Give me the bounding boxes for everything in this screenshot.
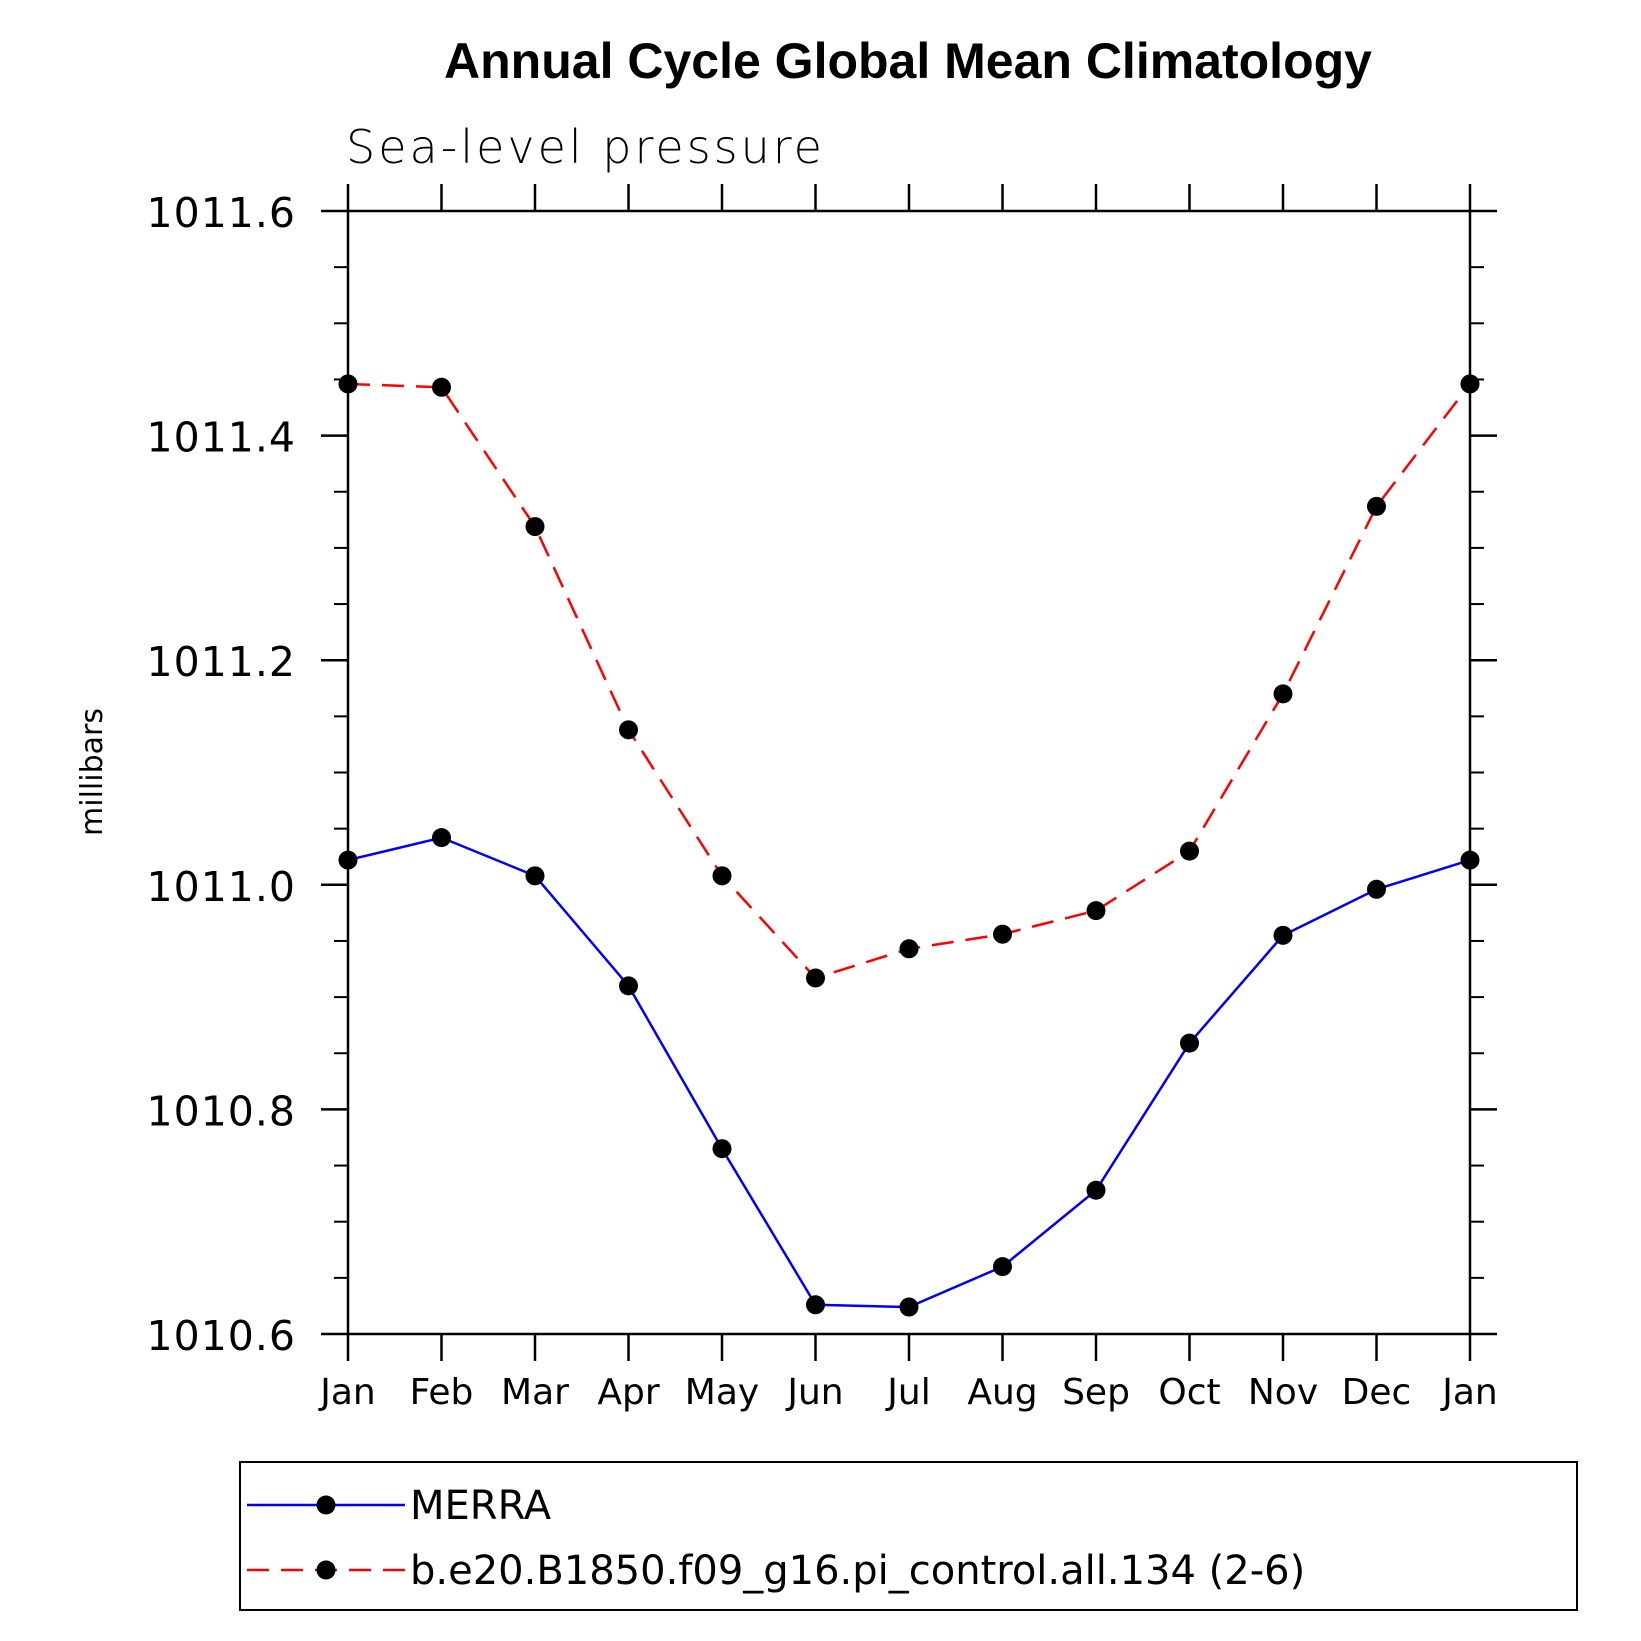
series-2-point bbox=[993, 924, 1012, 944]
series-1-point bbox=[1273, 925, 1293, 945]
series-1-point bbox=[899, 1297, 919, 1317]
chart-subtitle: Sea-level pressure bbox=[346, 120, 825, 174]
x-tick-label: Jan bbox=[318, 1372, 376, 1413]
x-tick-label: Aug bbox=[967, 1372, 1037, 1413]
series-2-point bbox=[525, 517, 545, 537]
series-1-point bbox=[1367, 879, 1386, 899]
y-tick-label: 1010.8 bbox=[147, 1087, 296, 1135]
series-2-point bbox=[1460, 374, 1480, 394]
x-tick-label: Jun bbox=[785, 1372, 843, 1413]
series-1-point bbox=[432, 828, 451, 848]
y-tick-label: 1011.0 bbox=[147, 863, 296, 911]
x-tick-label: Apr bbox=[597, 1372, 659, 1413]
legend-label-2: b.e20.B1850.f09_g16.pi_control.all.134 (… bbox=[410, 1548, 1305, 1594]
y-tick-label: 1011.2 bbox=[147, 638, 296, 686]
series-2-point bbox=[432, 377, 451, 397]
plot-area: Jan Feb Mar Apr May Jun Jul Aug Sep Oct Nov Dec Jan 1… bbox=[147, 184, 1498, 1413]
x-tick-label: Jan bbox=[1440, 1372, 1498, 1413]
series-1-point bbox=[525, 866, 545, 886]
series-1-point bbox=[619, 976, 638, 996]
x-tick-label: Feb bbox=[410, 1372, 474, 1413]
series-1-point bbox=[806, 1295, 825, 1315]
x-tick-label: Nov bbox=[1248, 1372, 1318, 1413]
x-tick-label: Mar bbox=[501, 1372, 569, 1413]
series-1-point bbox=[1086, 1180, 1106, 1200]
x-tick-label: May bbox=[685, 1372, 759, 1413]
series-2-point bbox=[1273, 684, 1293, 704]
series-2-point bbox=[806, 968, 825, 988]
x-tick-label: Jul bbox=[885, 1372, 930, 1413]
series-line-2 bbox=[347, 382, 1471, 980]
y-tick-label: 1011.6 bbox=[147, 189, 296, 237]
y-tick-label: 1011.4 bbox=[147, 414, 296, 462]
x-tick-label: Dec bbox=[1342, 1372, 1412, 1413]
legend-box bbox=[239, 1461, 1578, 1611]
series-2-point bbox=[1367, 496, 1386, 516]
series-2-point bbox=[1180, 841, 1199, 861]
legend: MERRA b.e20.B1850.f09_g16.pi_control.all.… bbox=[239, 1461, 1578, 1611]
series-1-point bbox=[993, 1257, 1012, 1277]
legend-marker-2 bbox=[316, 1560, 336, 1580]
plot-frame bbox=[346, 209, 1472, 1336]
legend-marker-1 bbox=[316, 1495, 336, 1515]
y-axis-label: millibars bbox=[75, 708, 110, 836]
series-2-point bbox=[619, 720, 638, 740]
series-1-point bbox=[712, 1139, 732, 1159]
x-tick-label: Oct bbox=[1158, 1372, 1220, 1413]
x-tick-label: Sep bbox=[1062, 1372, 1130, 1413]
series-2-point bbox=[712, 866, 732, 886]
series-line-1 bbox=[347, 836, 1471, 1309]
series-1-point bbox=[338, 850, 358, 870]
chart-title: Annual Cycle Global Mean Climatology bbox=[444, 33, 1372, 89]
y-tick-label: 1010.6 bbox=[147, 1312, 296, 1360]
series-2-point bbox=[1086, 901, 1106, 921]
series-1-point bbox=[1460, 850, 1480, 870]
legend-label-1: MERRA bbox=[410, 1483, 552, 1529]
series-2-point bbox=[899, 939, 919, 959]
series-2-point bbox=[338, 374, 358, 394]
series-1-point bbox=[1180, 1033, 1199, 1053]
